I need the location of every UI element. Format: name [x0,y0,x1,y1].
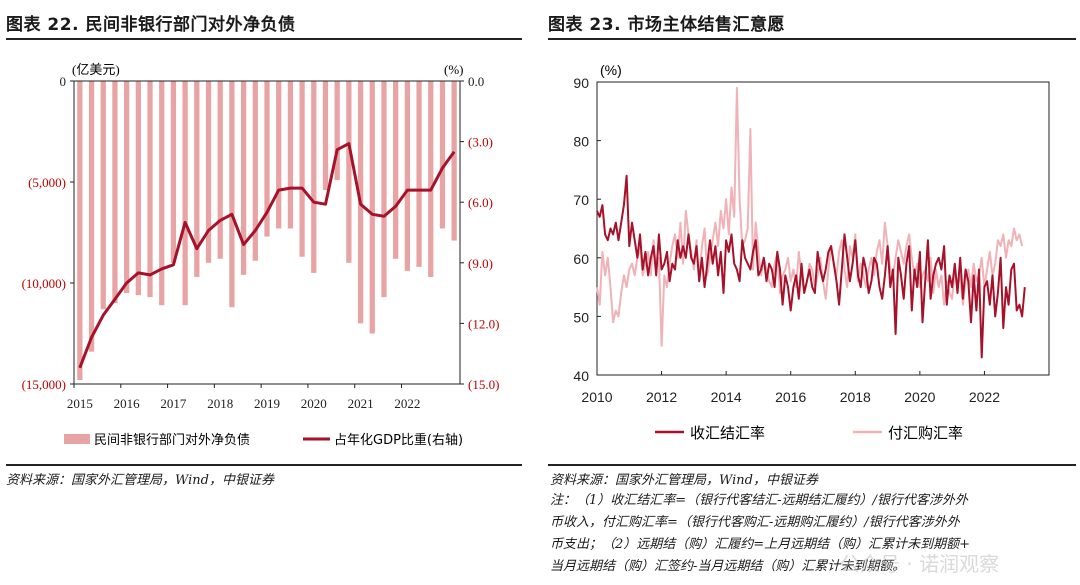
settlement-rate-line [596,174,1026,359]
note-line: 币收入，付汇购汇率=（银行代客购汇-远期购汇履约）/银行代客涉外外 [550,515,960,530]
net-liability-bar [159,81,165,306]
net-liability-bar [170,81,177,263]
right-chart-title: 图表 23. 市场主体结售汇意愿 [548,15,785,35]
left-plot-frame [73,80,461,385]
left-axis-unit: (亿美元) [72,62,120,77]
left-source-rule [6,464,522,466]
x-tick-label: 2022 [394,396,420,411]
right-source: 资料来源：国家外汇管理局，Wind，中银证券 [550,473,818,488]
x-tick-label: 2022 [969,389,1000,405]
y-tick-label: 50 [573,309,589,325]
net-liability-bar [311,81,317,273]
right-source-rule [548,464,1076,466]
legend-bar-swatch [64,434,90,444]
net-liability-bar [404,81,410,271]
net-liability-bar [428,81,434,277]
net-liability-bar [322,81,329,191]
x-tick-label: 2020 [904,389,935,405]
net-liability-bar [451,81,457,241]
net-liability-bar [124,81,130,294]
net-liability-bar [88,81,95,352]
net-liability-bar [393,81,399,259]
net-liability-bar [416,81,422,267]
net-liability-bar [229,81,235,308]
watermark: 公众号 · 诺润观察 [840,552,1000,576]
gdp-ratio-line [78,142,456,369]
net-liability-bar [205,81,212,263]
net-liability-bar [217,81,223,259]
left-title-rule [6,38,522,40]
right-chart-y-unit: (%) [600,62,622,78]
right-plot-frame [596,81,1050,376]
x-tick-label: 2020 [301,396,327,411]
left-chart-title: 图表 22. 民间非银行部门对外净负债 [6,15,296,35]
left-tick-label: (5,000) [28,175,66,190]
net-liability-bar [369,81,375,334]
left-bars [77,81,457,380]
legend-line-label: 占年化GDP比重(右轴) [334,432,463,448]
x-tick-label: 2016 [775,389,806,405]
right-tick-label: (15.0) [468,377,499,392]
y-tick-label: 70 [573,192,589,208]
left-tick-label: (15,000) [22,377,66,392]
left-x-ticks: 2015 2016 2017 2018 2019 2020 2021 2022 [67,384,420,411]
y-tick-label: 90 [573,75,589,91]
left-source: 资料来源：国家外汇管理局，Wind，中银证券 [6,473,274,488]
x-tick-label: 2016 [114,396,141,411]
legend-bar-label: 民间非银行部门对外净负债 [94,433,250,448]
net-liability-bar [252,81,258,261]
right-tick-label: (9.0) [468,256,493,271]
x-tick-label: 2018 [207,396,233,411]
x-tick-label: 2019 [254,396,280,411]
net-liability-bar [182,81,188,306]
x-tick-label: 2018 [840,389,871,405]
x-tick-label: 2017 [160,396,187,411]
net-liability-bar [264,81,270,237]
legend-settlement-label: 收汇结汇率 [690,424,765,442]
left-tick-label: 0 [60,74,67,89]
net-liability-bar [276,81,282,229]
x-tick-label: 2021 [348,396,374,411]
right-y-ticks: 0.0 (3.0) (6.0) (9.0) (12.0) (15.0) [460,74,499,392]
right-chart-x-ticks: 2010 2012 2014 2016 2018 2020 2022 [581,371,1000,405]
y-tick-label: 80 [573,134,589,150]
net-liability-bar [100,81,106,310]
y-tick-label: 40 [573,368,589,384]
right-title-rule [548,38,1076,40]
net-liability-bar [194,81,200,277]
net-liability-bar [112,81,118,304]
x-tick-label: 2010 [581,389,612,405]
right-tick-label: (3.0) [468,135,493,150]
net-liability-bar [147,81,153,298]
net-liability-bar [439,81,446,229]
net-liability-bar [287,81,294,229]
net-liability-bar [240,81,247,275]
left-y-ticks: 0 (5,000) (10,000) (15,000) [22,74,74,392]
net-liability-bar [135,81,141,296]
net-liability-bar [334,81,340,180]
right-tick-label: (12.0) [468,316,499,331]
x-tick-label: 2012 [646,389,677,405]
right-tick-label: (6.0) [468,195,493,210]
note-line: 币支出；（2）远期结（购）汇履约=上月远期结（购）汇累计未到期额+ [550,537,971,552]
right-chart-y-ticks: 40 50 60 70 80 90 [573,75,601,384]
right-note: 注：（1）收汇结汇率=（银行代客结汇-远期结汇履约）/银行代客涉外外 币收入，付… [550,490,1075,578]
note-line: 注：（1）收汇结汇率=（银行代客结汇-远期结汇履约）/银行代客涉外外 [550,493,968,508]
legend-purchase-label: 付汇购汇率 [888,424,963,442]
note-line: 当月远期结（购）汇签约-当月远期结（购）汇累计未到期额。 [550,559,906,574]
y-tick-label: 60 [573,251,589,267]
right-tick-label: 0.0 [468,74,484,89]
net-liability-bar [381,81,387,298]
right-axis-unit: (%) [444,62,464,77]
net-liability-bar [77,81,83,380]
x-tick-label: 2014 [711,389,742,405]
net-liability-bar [346,81,352,263]
left-tick-label: (10,000) [22,276,66,291]
x-tick-label: 2015 [67,396,93,411]
net-liability-bar [299,81,305,257]
purchase-rate-line [596,86,1024,347]
